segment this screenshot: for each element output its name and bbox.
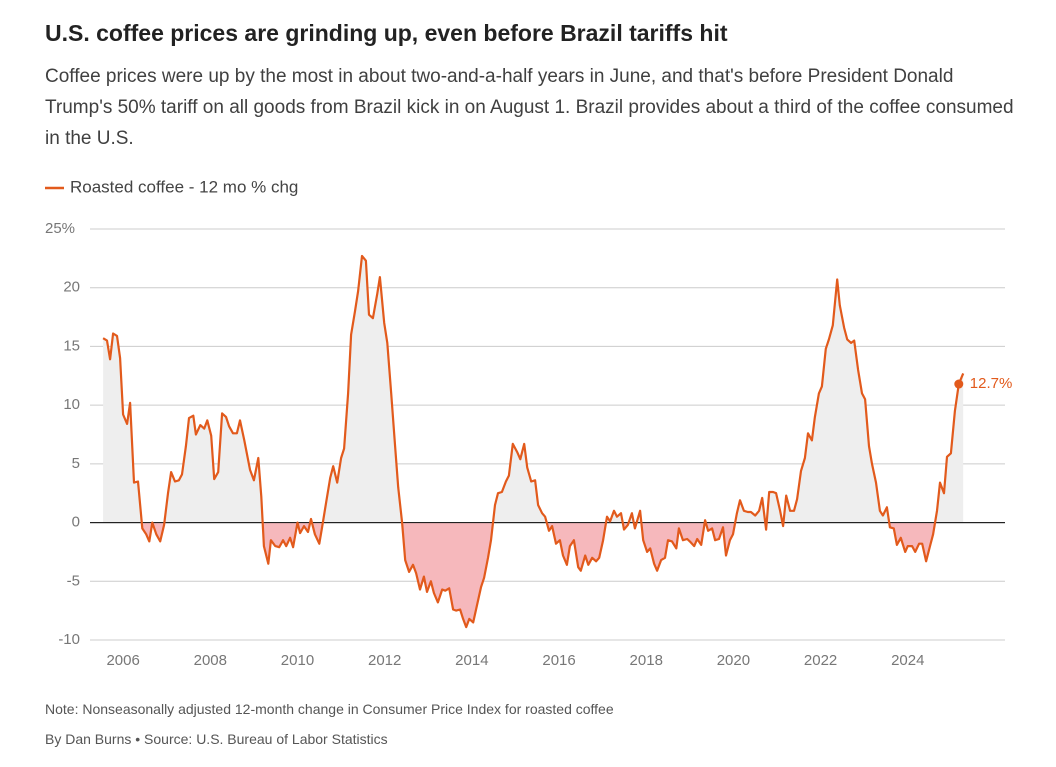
y-tick-label: 25% (45, 220, 75, 237)
x-tick-label: 2018 (630, 652, 663, 669)
source: By Dan Burns • Source: U.S. Bureau of La… (45, 731, 388, 747)
y-tick-label: -5 (67, 572, 80, 589)
chart: -10 -5 0 5 10 15 20 25% 2006 2008 2010 2012 2014 2016… (45, 177, 1013, 669)
y-tick-label: 15 (63, 337, 80, 354)
y-tick-label: 10 (63, 396, 80, 413)
y-tick-label: 20 (63, 279, 80, 296)
note: Note: Nonseasonally adjusted 12-month ch… (45, 701, 614, 717)
x-tick-label: 2022 (804, 652, 837, 669)
legend-label: Roasted coffee - 12 mo % chg (70, 177, 298, 196)
x-tick-label: 2014 (455, 652, 488, 669)
chart-title: U.S. coffee prices are grinding up, even… (45, 20, 728, 46)
x-tick-label: 2006 (106, 652, 139, 669)
data-label: 12.7% (970, 375, 1013, 392)
end-point (954, 379, 964, 389)
chart-subtitle: Coffee prices were up by the most in abo… (45, 66, 1014, 149)
x-tick-label: 2012 (368, 652, 401, 669)
line (102, 254, 965, 629)
x-tick-label: 2020 (717, 652, 750, 669)
y-tick-label: 0 (72, 514, 80, 531)
y-tick-label: 5 (72, 455, 80, 472)
x-tick-label: 2010 (281, 652, 314, 669)
x-tick-label: 2024 (891, 652, 924, 669)
x-tick-label: 2008 (194, 652, 227, 669)
x-tick-label: 2016 (542, 652, 575, 669)
y-tick-label: -10 (58, 631, 80, 648)
